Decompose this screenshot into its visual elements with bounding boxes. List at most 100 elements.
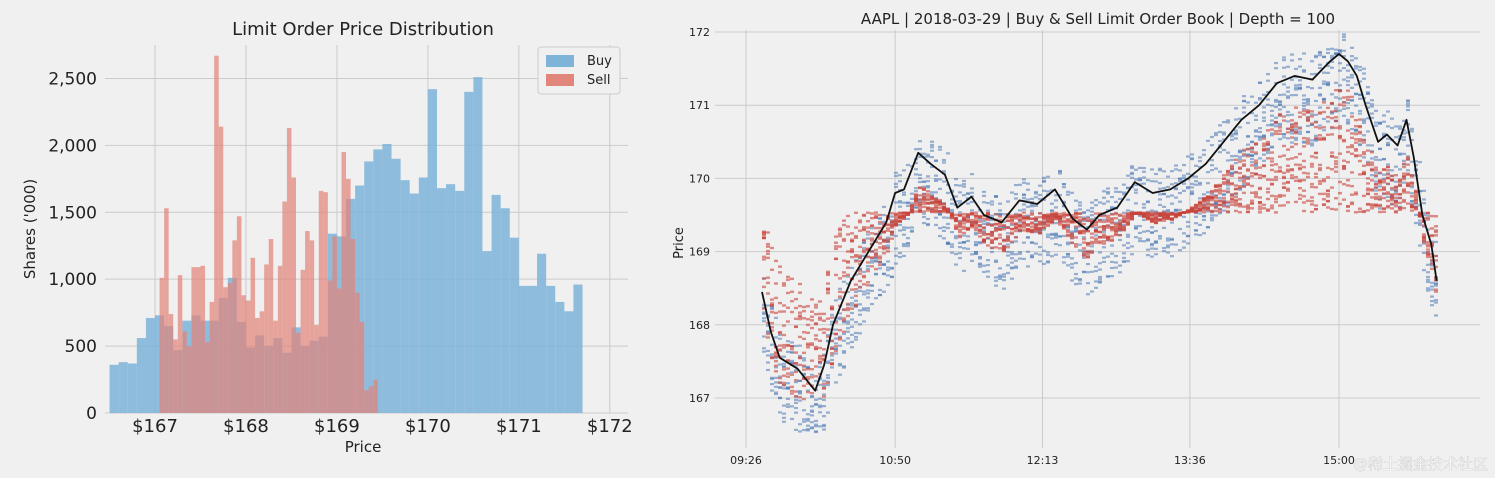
sell-order-point [985, 213, 990, 217]
sell-order-point [1285, 187, 1290, 191]
buy-order-point [1081, 256, 1086, 259]
buy-order-point [977, 257, 982, 260]
buy-order-point [1129, 166, 1134, 170]
buy-order-point [1301, 98, 1306, 101]
sell-order-point [781, 310, 786, 313]
buy-order-point [801, 418, 806, 421]
buy-order-point [1141, 176, 1146, 179]
sell-order-point [1429, 234, 1434, 238]
sell-order-point [1333, 170, 1338, 173]
sell-order-point [1001, 247, 1006, 251]
buy-order-point [821, 379, 826, 382]
buy-order-point [1161, 250, 1166, 253]
buy-order-point [853, 299, 858, 302]
buy-order-point [1377, 122, 1382, 125]
buy-order-point [781, 412, 786, 415]
buy-order-point [1021, 178, 1026, 181]
sell-order-point [965, 214, 970, 218]
buy-order-point [849, 346, 854, 349]
buy-order-point [1117, 264, 1122, 267]
sell-order-point [1281, 182, 1286, 185]
legend-swatch-buy [546, 55, 574, 67]
buy-order-point [1385, 125, 1390, 128]
buy-order-point [1085, 215, 1090, 218]
sell-order-point [1201, 205, 1206, 208]
sell-order-point [1221, 205, 1226, 208]
sell-order-point [1349, 152, 1354, 155]
buy-order-point [761, 317, 766, 320]
sell-order-point [833, 235, 838, 238]
buy-order-point [1349, 46, 1354, 49]
buy-order-point [1381, 120, 1386, 123]
buy-order-point [1233, 133, 1238, 136]
sell-order-point [1285, 170, 1290, 173]
buy-order-point [881, 213, 886, 217]
sell-order-point [1009, 215, 1014, 219]
sell-order-point [1401, 165, 1406, 169]
buy-order-point [761, 312, 766, 316]
sell-order-point [1245, 155, 1250, 158]
sell-order-point [1097, 218, 1102, 222]
sell-order-point [769, 310, 774, 314]
sell-order-point [1129, 214, 1134, 217]
sell-order-point [1161, 214, 1166, 217]
buy-order-point [761, 320, 766, 323]
sell-order-point [889, 212, 894, 215]
sell-order-point [1393, 188, 1398, 192]
buy-order-point [1337, 97, 1342, 100]
sell-order-point [801, 331, 806, 334]
buy-order-point [1369, 116, 1374, 120]
sell-order-point [913, 194, 918, 198]
buy-order-point [1185, 225, 1190, 228]
sell-order-point [905, 212, 910, 215]
buy-order-point [1337, 49, 1342, 53]
buy-order-point [961, 234, 966, 237]
buy-order-point [1209, 144, 1214, 147]
histogram-legend: Buy Sell [537, 46, 621, 95]
sell-order-point [1333, 197, 1338, 200]
sell-order-point [849, 232, 854, 235]
buy-order-point [961, 247, 966, 250]
buy-order-point [901, 242, 906, 246]
buy-order-point [973, 241, 978, 244]
sell-order-point [1061, 223, 1066, 227]
sell-order-point [853, 303, 858, 306]
buy-order-point [1325, 48, 1330, 51]
sell-order-point [1101, 236, 1106, 239]
sell-order-point [837, 295, 842, 298]
sell-order-point [1269, 206, 1274, 210]
sell-order-point [881, 247, 886, 251]
sell-order-point [821, 331, 826, 334]
histogram-bar [509, 237, 519, 413]
buy-order-point [901, 228, 906, 231]
buy-order-point [1221, 120, 1226, 124]
sell-order-point [1081, 241, 1086, 244]
sell-order-point [1053, 215, 1058, 219]
buy-order-point [1269, 132, 1274, 135]
buy-order-point [1081, 271, 1086, 274]
buy-order-point [1113, 187, 1118, 190]
sell-order-point [941, 209, 946, 212]
buy-order-point [1221, 194, 1226, 197]
sell-order-point [989, 234, 994, 237]
buy-order-point [1065, 241, 1070, 244]
buy-order-point [1145, 229, 1150, 233]
buy-order-point [1409, 130, 1414, 133]
sell-order-point [1081, 229, 1086, 233]
sell-order-point [1129, 211, 1134, 214]
sell-order-point [773, 282, 778, 285]
x-tick-label: $170 [405, 416, 451, 437]
buy-order-point [1189, 157, 1194, 160]
sell-order-point [993, 246, 998, 249]
buy-order-point [1417, 190, 1422, 193]
buy-order-point [1037, 245, 1042, 249]
buy-order-point [985, 275, 990, 278]
sell-order-point [817, 316, 822, 319]
buy-order-point [1345, 80, 1350, 83]
sell-order-point [781, 304, 786, 307]
sell-order-point [1037, 227, 1042, 230]
buy-order-point [1397, 125, 1402, 128]
sell-order-point [1037, 212, 1042, 215]
sell-order-point [873, 252, 878, 255]
sell-order-point [1301, 159, 1306, 163]
